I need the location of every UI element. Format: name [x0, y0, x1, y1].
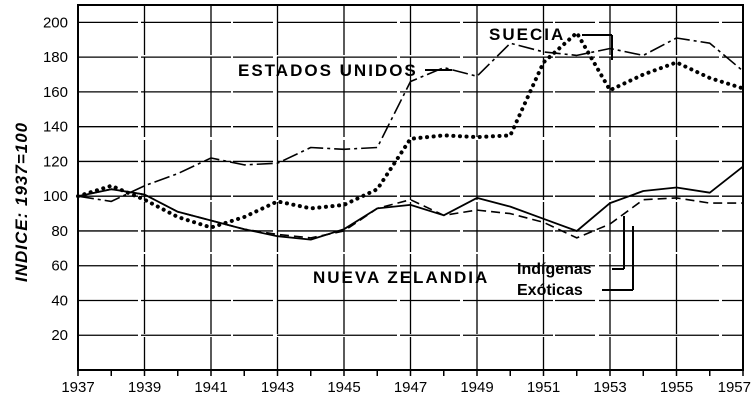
x-tick-label-1955: 1955	[660, 379, 693, 396]
x-tick-label-1941: 1941	[194, 379, 227, 396]
y-tick-label-40: 40	[51, 292, 68, 309]
series-line-0	[77, 37, 744, 203]
series-line-1	[76, 30, 745, 230]
x-tick-label-1943: 1943	[261, 379, 294, 396]
x-tick-label-1957: 1957	[718, 379, 751, 396]
y-tick-label-120: 120	[43, 153, 68, 170]
x-tick-label-1953: 1953	[593, 379, 626, 396]
y-tick-label-160: 160	[43, 84, 68, 101]
annotations: SUECIA ESTADOS UNIDOS NUEVA ZELANDIA Ind…	[238, 25, 634, 299]
y-tick-label-60: 60	[51, 258, 68, 275]
series-lines	[76, 30, 745, 241]
y-tick-label-200: 200	[43, 14, 68, 31]
x-tick-label-1951: 1951	[527, 379, 560, 396]
x-tick-label-1945: 1945	[327, 379, 360, 396]
annotation-suecia: SUECIA	[489, 25, 565, 44]
annotation-indigenas: Indígenas	[517, 261, 592, 278]
axes	[77, 4, 744, 376]
annotation-nueva-zelandia: NUEVA ZELANDIA	[313, 268, 489, 287]
x-tick-label-1949: 1949	[460, 379, 493, 396]
y-tick-label-80: 80	[51, 223, 68, 240]
x-tick-label-1947: 1947	[394, 379, 427, 396]
y-tick-label-100: 100	[43, 188, 68, 205]
grid	[78, 5, 743, 370]
x-tick-label-1939: 1939	[128, 379, 161, 396]
y-tick-label-180: 180	[43, 49, 68, 66]
tick-labels: 20 40 60 80 100 120 140 160 180 200 1937 1939 1941 19…	[43, 14, 751, 396]
annotation-estados-unidos: ESTADOS UNIDOS	[238, 61, 418, 80]
annotation-exoticas: Exóticas	[517, 282, 583, 299]
y-tick-label-20: 20	[51, 327, 68, 344]
x-tick-label-1937: 1937	[61, 379, 94, 396]
y-axis-label: INDICE: 1937=100	[12, 122, 31, 282]
series-line-3	[77, 188, 743, 239]
y-tick-label-140: 140	[43, 119, 68, 136]
